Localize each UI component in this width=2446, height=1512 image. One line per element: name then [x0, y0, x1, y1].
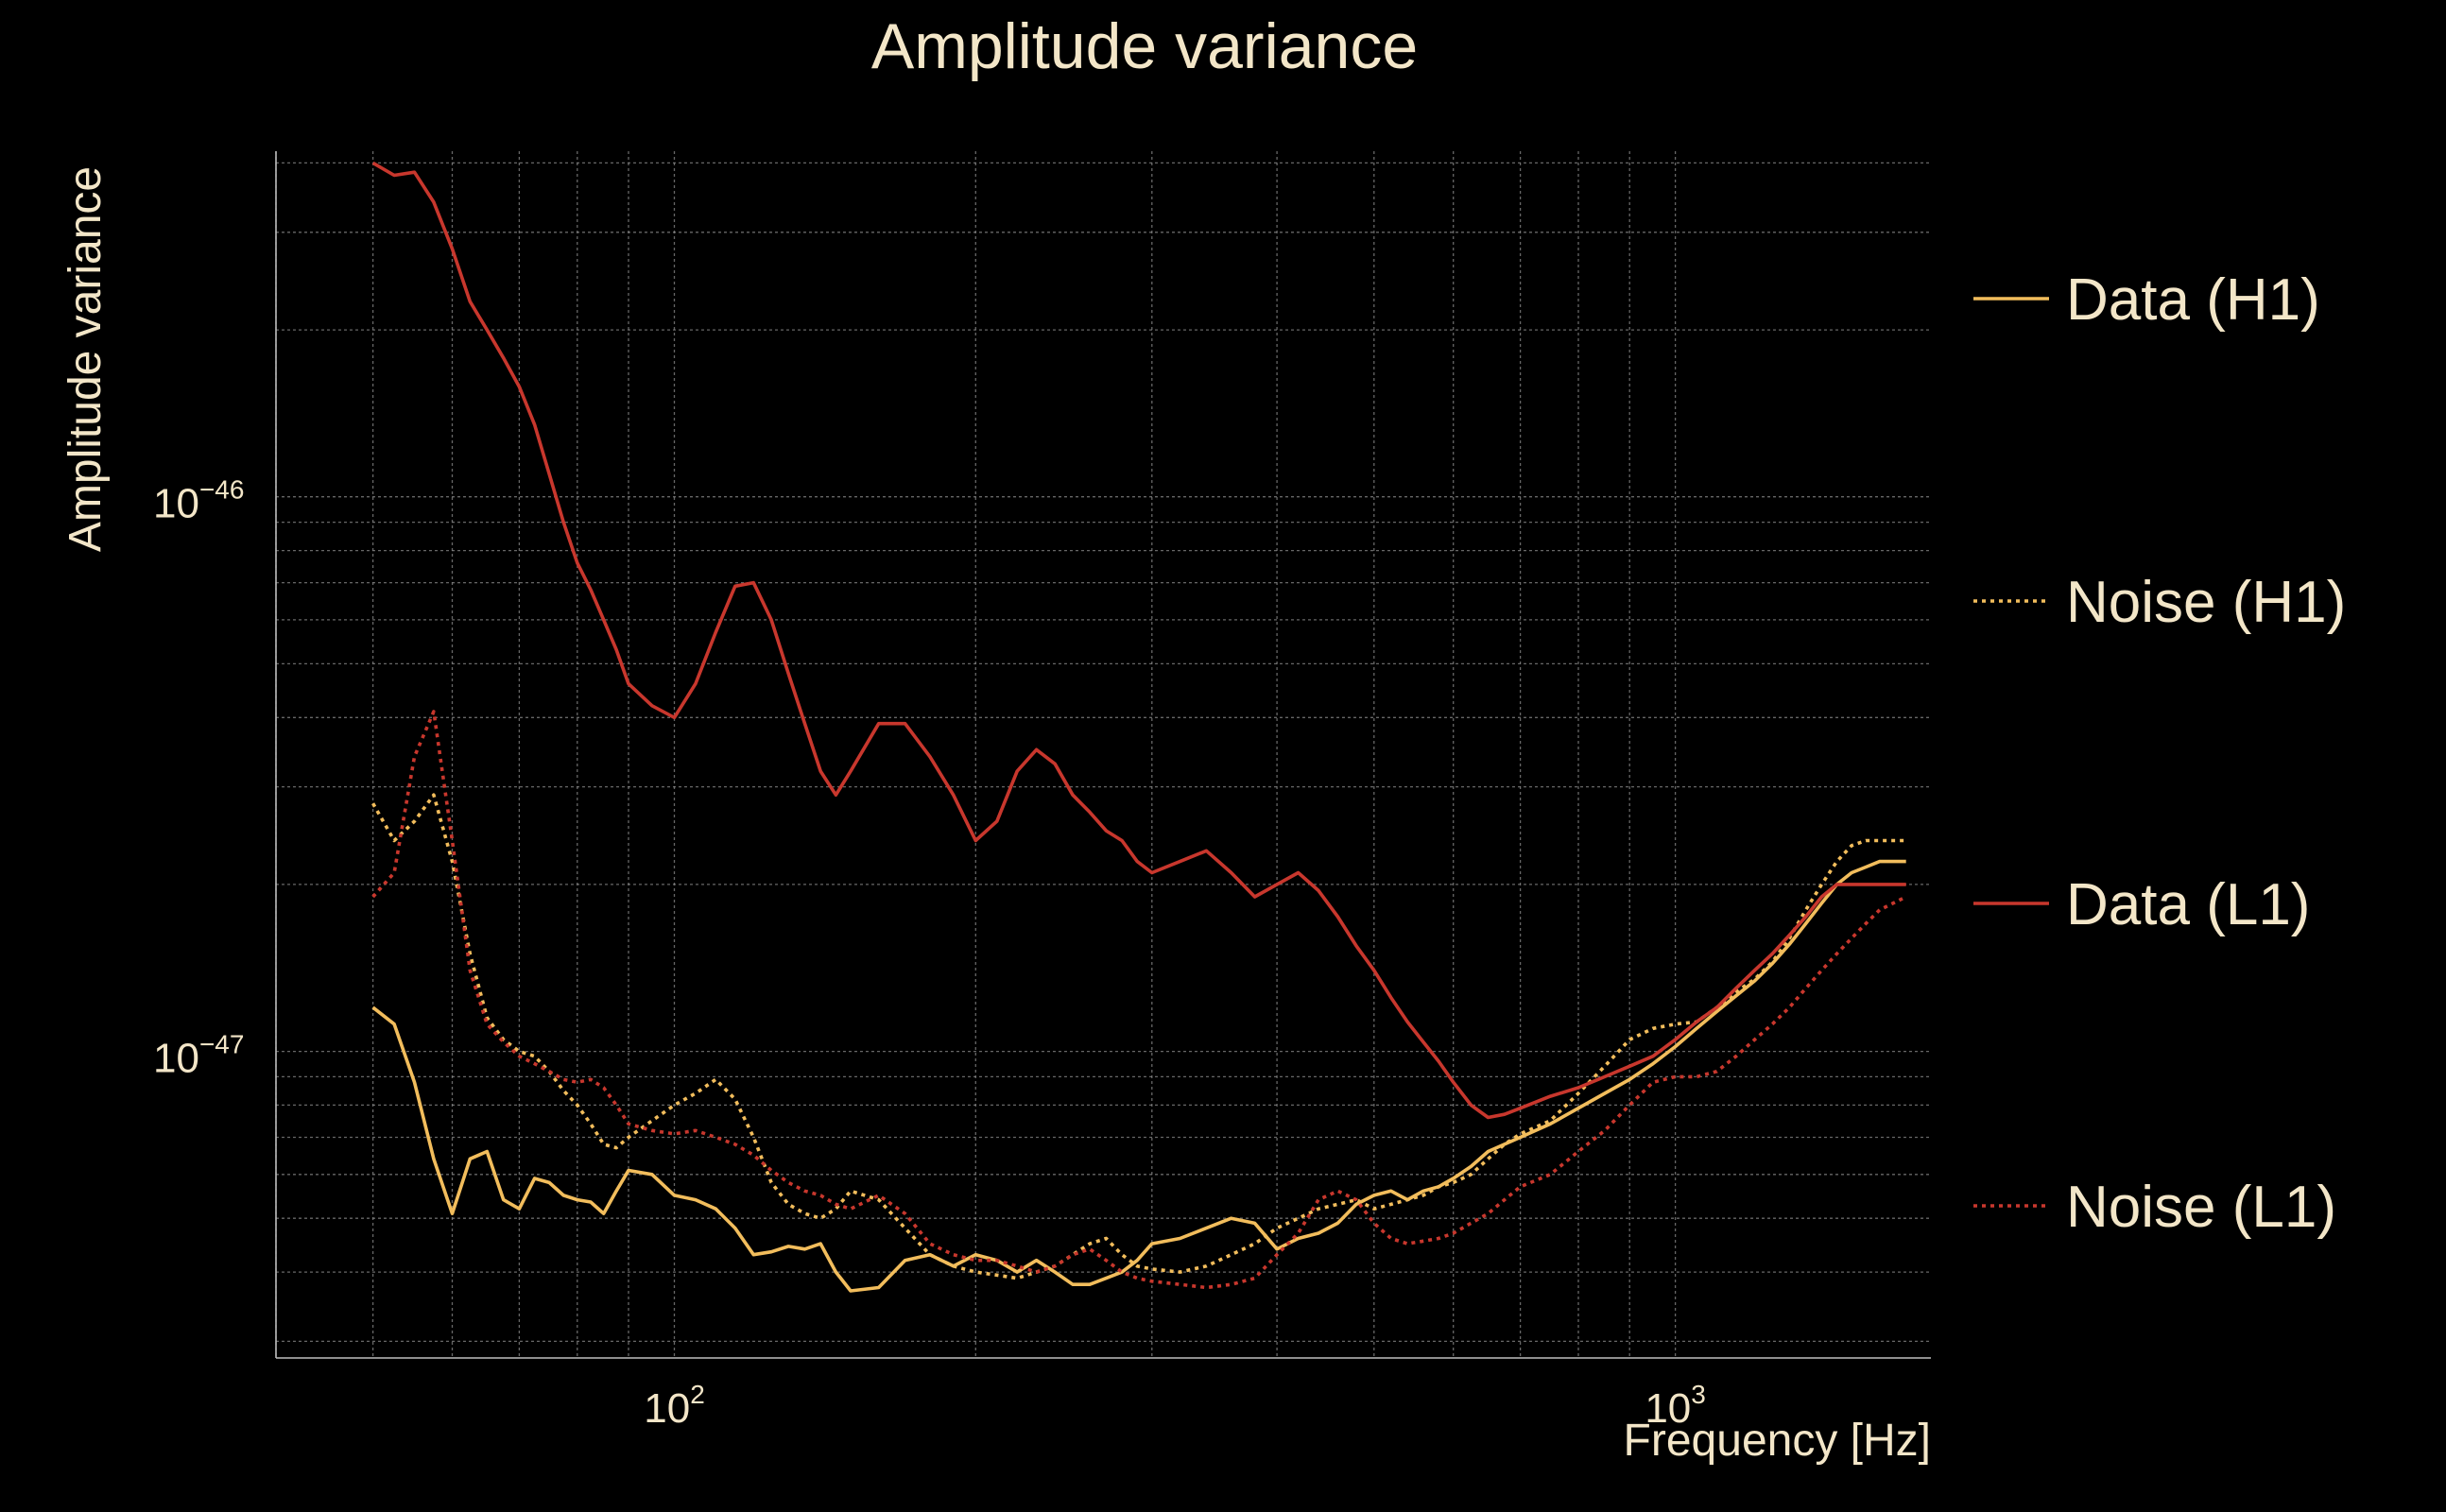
series-line-3: [371, 161, 1906, 1120]
legend-label: Noise (H1): [2066, 570, 2346, 635]
series-layer: [371, 161, 1907, 1293]
x-axis-label: Frequency [Hz]: [1624, 1416, 1931, 1466]
y-tick-label: 10−46: [153, 475, 244, 527]
tick-labels: 102 103 10−46 10−47: [153, 475, 1706, 1432]
series-line-2: [371, 793, 1906, 1280]
series-line-1: [371, 859, 1906, 1293]
y-tick-label: 10−47: [153, 1030, 244, 1082]
x-tick-label: 102: [644, 1380, 705, 1432]
chart-title: Amplitude variance: [871, 10, 1418, 82]
legend: Data (H1) Noise (H1) Data (L1) Noise (L1): [1973, 267, 2346, 1240]
series-line-4: [371, 710, 1907, 1290]
legend-label: Noise (L1): [2066, 1175, 2336, 1240]
legend-label: Data (H1): [2066, 267, 2320, 333]
axes-layer: [275, 151, 1931, 1359]
legend-label: Data (L1): [2066, 872, 2310, 937]
y-axis-label: Amplitude variance: [60, 166, 111, 552]
grid-layer: [275, 151, 1931, 1358]
x-tick-label: 103: [1645, 1380, 1706, 1432]
